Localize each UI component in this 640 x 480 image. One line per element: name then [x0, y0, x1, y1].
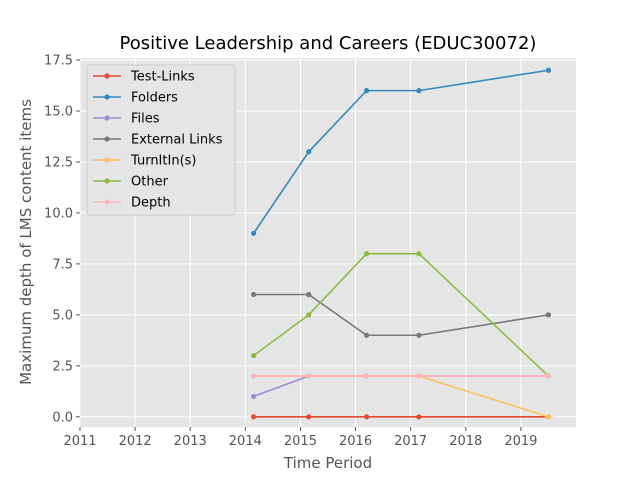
data-point-external-links [363, 332, 370, 338]
legend-item-external-links: External Links [93, 133, 223, 148]
legend-label: External Links [131, 133, 223, 148]
data-point-test-links [416, 414, 422, 420]
y-tick-label: 15.0 [44, 105, 73, 120]
y-tick-label: 12.5 [44, 155, 73, 170]
data-point-folders [306, 149, 312, 155]
y-axis-label: Maximum depth of LMS content items [17, 99, 35, 385]
data-point-external-links [416, 332, 422, 338]
y-tick-label: 2.5 [52, 359, 73, 374]
data-point-test-links [306, 414, 312, 420]
legend-swatch-marker [104, 199, 110, 205]
legend-swatch-marker [104, 136, 110, 142]
x-axis-label: Time Period [283, 454, 372, 472]
data-point-external-links [251, 291, 257, 298]
x-tick-label: 2012 [119, 434, 152, 449]
x-tick-label: 2014 [229, 434, 262, 449]
data-point-test-links [363, 414, 370, 420]
data-point-external-links [306, 291, 312, 298]
data-point-other [363, 251, 370, 257]
legend: Test-Links Folders Files External Links Turn… [86, 64, 236, 216]
data-point-depth [416, 373, 422, 379]
y-tick-label: 10.0 [44, 206, 73, 221]
data-point-depth [306, 373, 312, 379]
legend-label: TurnItIn(s) [130, 154, 196, 169]
data-point-files [251, 393, 257, 400]
data-point-other [306, 312, 312, 318]
legend-swatch-marker [104, 94, 110, 100]
axis-ticks: 2011 2012 2013 2014 2015 2016 2017 2018 2019 0.0 2… [44, 54, 537, 449]
legend-label: Folders [131, 91, 178, 106]
x-tick-label: 2015 [284, 434, 317, 449]
legend-swatch-marker [104, 73, 110, 79]
data-point-test-links [251, 414, 257, 420]
legend-swatch-marker [104, 178, 110, 184]
legend-box [86, 64, 236, 216]
legend-label: Other [131, 175, 169, 190]
data-point-depth [363, 373, 370, 379]
legend-item-test-links: Test-Links [93, 70, 195, 85]
legend-item-turnitin-s: TurnItIn(s) [93, 154, 196, 169]
series-external-links [251, 291, 552, 338]
x-tick-label: 2011 [63, 434, 96, 449]
legend-item-other: Other [93, 175, 169, 190]
data-point-depth [251, 373, 257, 379]
x-tick-label: 2017 [394, 434, 427, 449]
legend-item-folders: Folders [93, 91, 178, 106]
legend-label: Test-Links [130, 70, 195, 85]
data-point-depth [545, 373, 552, 379]
data-point-folders [545, 67, 552, 73]
legend-item-files: Files [93, 112, 160, 127]
series-layer [251, 67, 552, 420]
series-depth [251, 373, 552, 379]
data-point-turnitin-s [545, 414, 552, 420]
y-tick-label: 7.5 [52, 257, 73, 272]
data-point-folders [251, 230, 257, 236]
series-folders [251, 67, 552, 236]
x-tick-label: 2016 [339, 434, 372, 449]
y-tick-label: 0.0 [52, 410, 73, 425]
legend-swatch-marker [104, 115, 110, 121]
data-point-other [251, 353, 257, 359]
y-tick-label: 5.0 [52, 308, 73, 323]
chart-title: Positive Leadership and Careers (EDUC300… [120, 33, 537, 54]
y-tick-label: 17.5 [44, 54, 73, 69]
data-point-folders [363, 88, 370, 94]
x-tick-label: 2019 [504, 434, 537, 449]
x-tick-label: 2018 [449, 434, 482, 449]
legend-item-depth: Depth [93, 196, 171, 211]
x-tick-label: 2013 [174, 434, 207, 449]
data-point-external-links [545, 312, 552, 318]
legend-label: Depth [131, 196, 171, 211]
legend-label: Files [131, 112, 160, 127]
data-point-other [416, 251, 422, 257]
legend-swatch-marker [104, 157, 110, 163]
data-point-folders [416, 88, 422, 94]
